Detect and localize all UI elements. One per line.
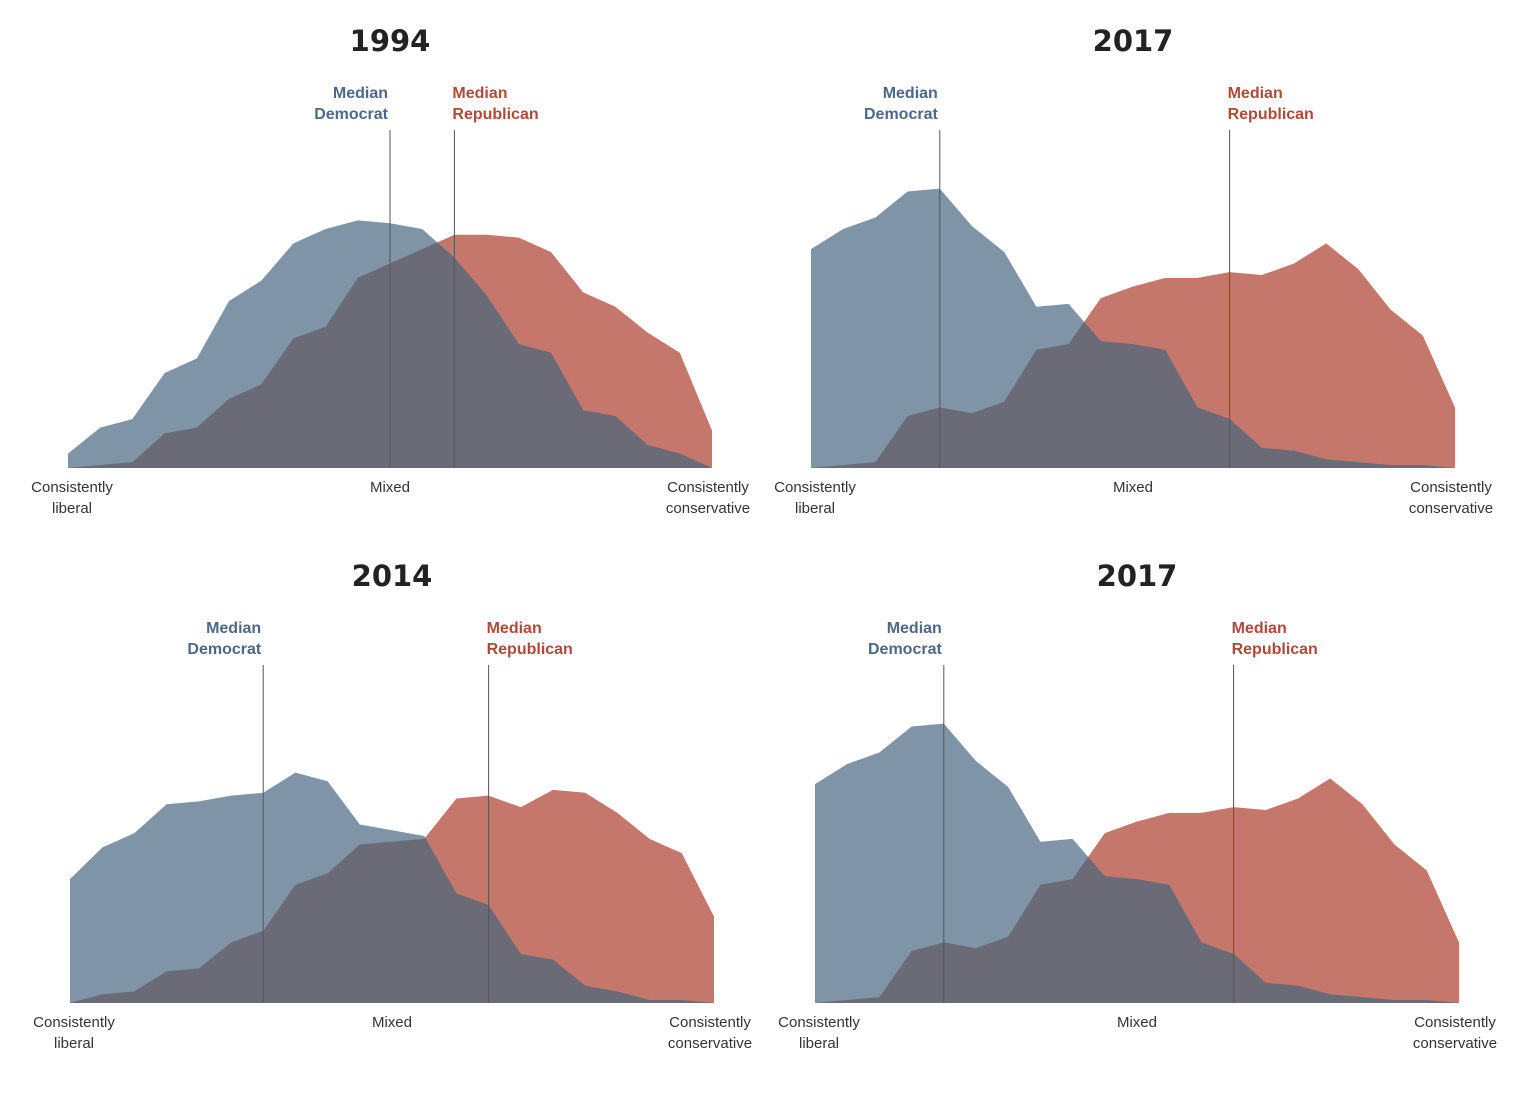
area-plot [811, 130, 1455, 468]
chart-title: 2017 [1096, 559, 1178, 593]
x-tick-label-left: Consistently liberal [33, 1014, 115, 1052]
x-tick-label-center: Mixed [371, 1014, 412, 1031]
median-democrat-label: Median Democrat [864, 85, 938, 123]
chart-panel-2017-bottom: 2017 Median Democrat Median Republican Con… [778, 535, 1497, 1055]
x-tick-label-center: Mixed [1112, 479, 1153, 496]
x-tick-label-left: Consistently liberal [778, 1014, 860, 1052]
chart-panel-1994: 1994 Median Democrat Median Republican Con… [31, 0, 750, 520]
x-tick-label-right: Consistently conservative [1412, 1014, 1498, 1052]
chart-title: 1994 [349, 24, 431, 58]
chart-title: 2014 [351, 559, 433, 593]
democrat-area [811, 188, 1455, 468]
median-democrat-label: Median Democrat [868, 620, 942, 658]
median-democrat-label: Median Democrat [187, 620, 262, 658]
x-tick-label-right: Consistently conservative [667, 1014, 753, 1052]
x-tick-label-right: Consistently conservative [1408, 479, 1494, 517]
area-plot [70, 665, 714, 1003]
median-republican-label: Median Republican [452, 85, 539, 123]
chart-panel-2017-top: 2017 Median Democrat Median Republican Con… [774, 0, 1493, 520]
chart-title: 2017 [1092, 24, 1174, 58]
democrat-area [815, 723, 1459, 1003]
area-plot [815, 665, 1459, 1003]
x-tick-label-center: Mixed [1116, 1014, 1157, 1031]
chart-panel-2014: 2014 Median Democrat Median Republican Con… [33, 535, 752, 1055]
median-democrat-label: Median Democrat [314, 85, 388, 123]
area-plot [68, 130, 712, 468]
x-tick-label-left: Consistently liberal [774, 479, 856, 517]
median-republican-label: Median Republican [1227, 85, 1314, 123]
x-tick-label-left: Consistently liberal [31, 479, 113, 517]
median-republican-label: Median Republican [486, 620, 573, 658]
x-tick-label-right: Consistently conservative [665, 479, 751, 517]
x-tick-label-center: Mixed [369, 479, 410, 496]
median-republican-label: Median Republican [1231, 620, 1318, 658]
